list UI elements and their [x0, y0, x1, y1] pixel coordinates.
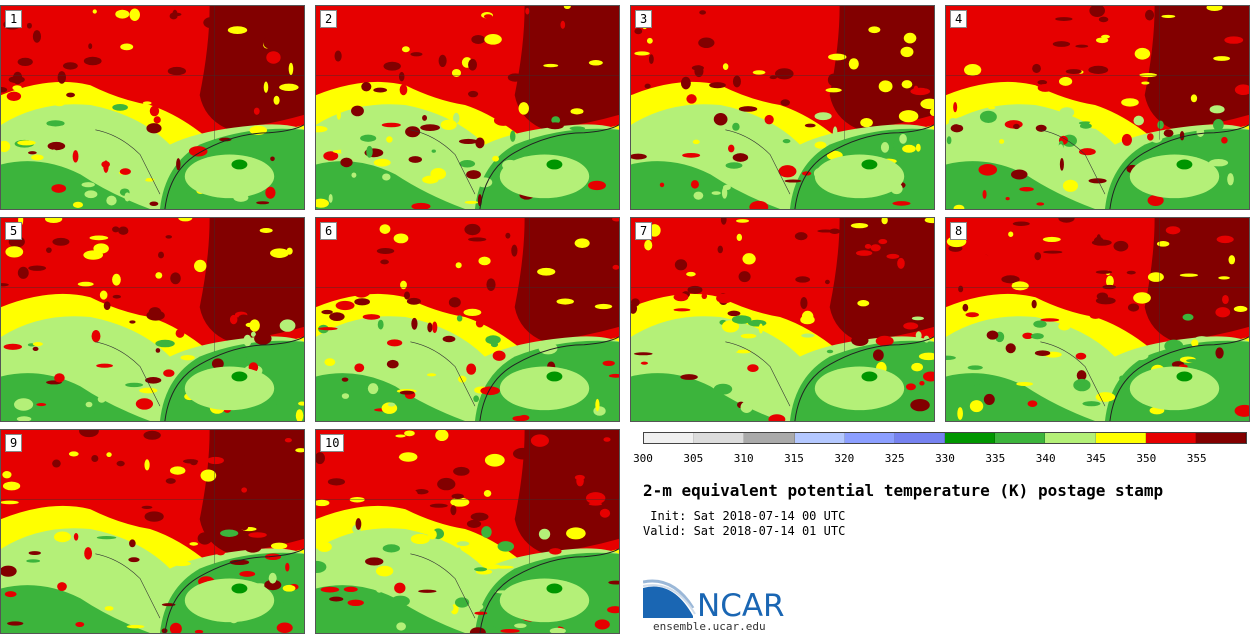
ncar-logo: NCAR — [643, 579, 785, 622]
stamp-panel-4: 4 — [945, 5, 1250, 210]
stamp-panel-1: 1 — [0, 5, 305, 210]
colorbar-swatch — [844, 433, 895, 443]
colorbar — [643, 432, 1247, 444]
map-field — [316, 6, 619, 209]
map-field — [631, 6, 934, 209]
valid-time: Valid: Sat 2018-07-14 01 UTC — [643, 524, 846, 538]
member-number: 1 — [5, 10, 23, 28]
member-number: 7 — [635, 222, 653, 240]
member-number: 10 — [320, 434, 345, 452]
colorbar-tick-label: 330 — [935, 452, 955, 465]
colorbar-tick-label: 340 — [1035, 452, 1056, 465]
map-field — [316, 430, 619, 633]
member-number: 3 — [635, 10, 653, 28]
colorbar-swatch — [1195, 433, 1247, 443]
colorbar-tick-label: 325 — [884, 452, 905, 465]
colorbar-tick-label: 315 — [784, 452, 804, 465]
stamp-panel-9: 9 — [0, 429, 305, 634]
colorbar-tick-label: 350 — [1136, 452, 1157, 465]
colorbar-tick-label: 345 — [1086, 452, 1106, 465]
colorbar-tick-label: 300 — [633, 452, 653, 465]
stamp-panel-5: 5 — [0, 217, 305, 422]
member-number: 8 — [950, 222, 968, 240]
colorbar-swatch — [995, 433, 1046, 443]
stamp-panel-8: 8 — [945, 217, 1250, 422]
member-number: 2 — [320, 10, 338, 28]
colorbar-tick-label: 310 — [733, 452, 754, 465]
map-field — [946, 6, 1249, 209]
map-field — [1, 6, 304, 209]
map-field — [316, 218, 619, 421]
map-field — [1, 430, 304, 633]
colorbar-tick-label: 320 — [834, 452, 855, 465]
member-number: 5 — [5, 222, 23, 240]
colorbar-swatch — [694, 433, 745, 443]
stamp-panel-6: 6 — [315, 217, 620, 422]
colorbar-swatch — [1045, 433, 1096, 443]
colorbar-tick-label: 355 — [1186, 452, 1207, 465]
colorbar-swatch — [945, 433, 996, 443]
member-number: 6 — [320, 222, 338, 240]
stamp-panel-7: 7 — [630, 217, 935, 422]
map-field — [946, 218, 1249, 421]
site-url: ensemble.ucar.edu — [653, 620, 766, 633]
map-field — [1, 218, 304, 421]
colorbar-swatch — [744, 433, 795, 443]
init-time: Init: Sat 2018-07-14 00 UTC — [643, 509, 846, 523]
colorbar-swatch — [1145, 433, 1196, 443]
colorbar-swatch — [1095, 433, 1146, 443]
colorbar-tick-label: 335 — [985, 452, 1006, 465]
colorbar-swatch — [644, 433, 695, 443]
colorbar-swatch — [794, 433, 845, 443]
stamp-panel-10: 10 — [315, 429, 620, 634]
map-field — [631, 218, 934, 421]
stamp-panel-2: 2 — [315, 5, 620, 210]
plot-title: 2-m equivalent potential temperature (K)… — [643, 481, 1164, 500]
colorbar-tick-label: 305 — [683, 452, 704, 465]
colorbar-swatch — [894, 433, 946, 443]
member-number: 9 — [5, 434, 23, 452]
logo-text: NCAR — [697, 588, 785, 622]
member-number: 4 — [950, 10, 968, 28]
stamp-panel-3: 3 — [630, 5, 935, 210]
